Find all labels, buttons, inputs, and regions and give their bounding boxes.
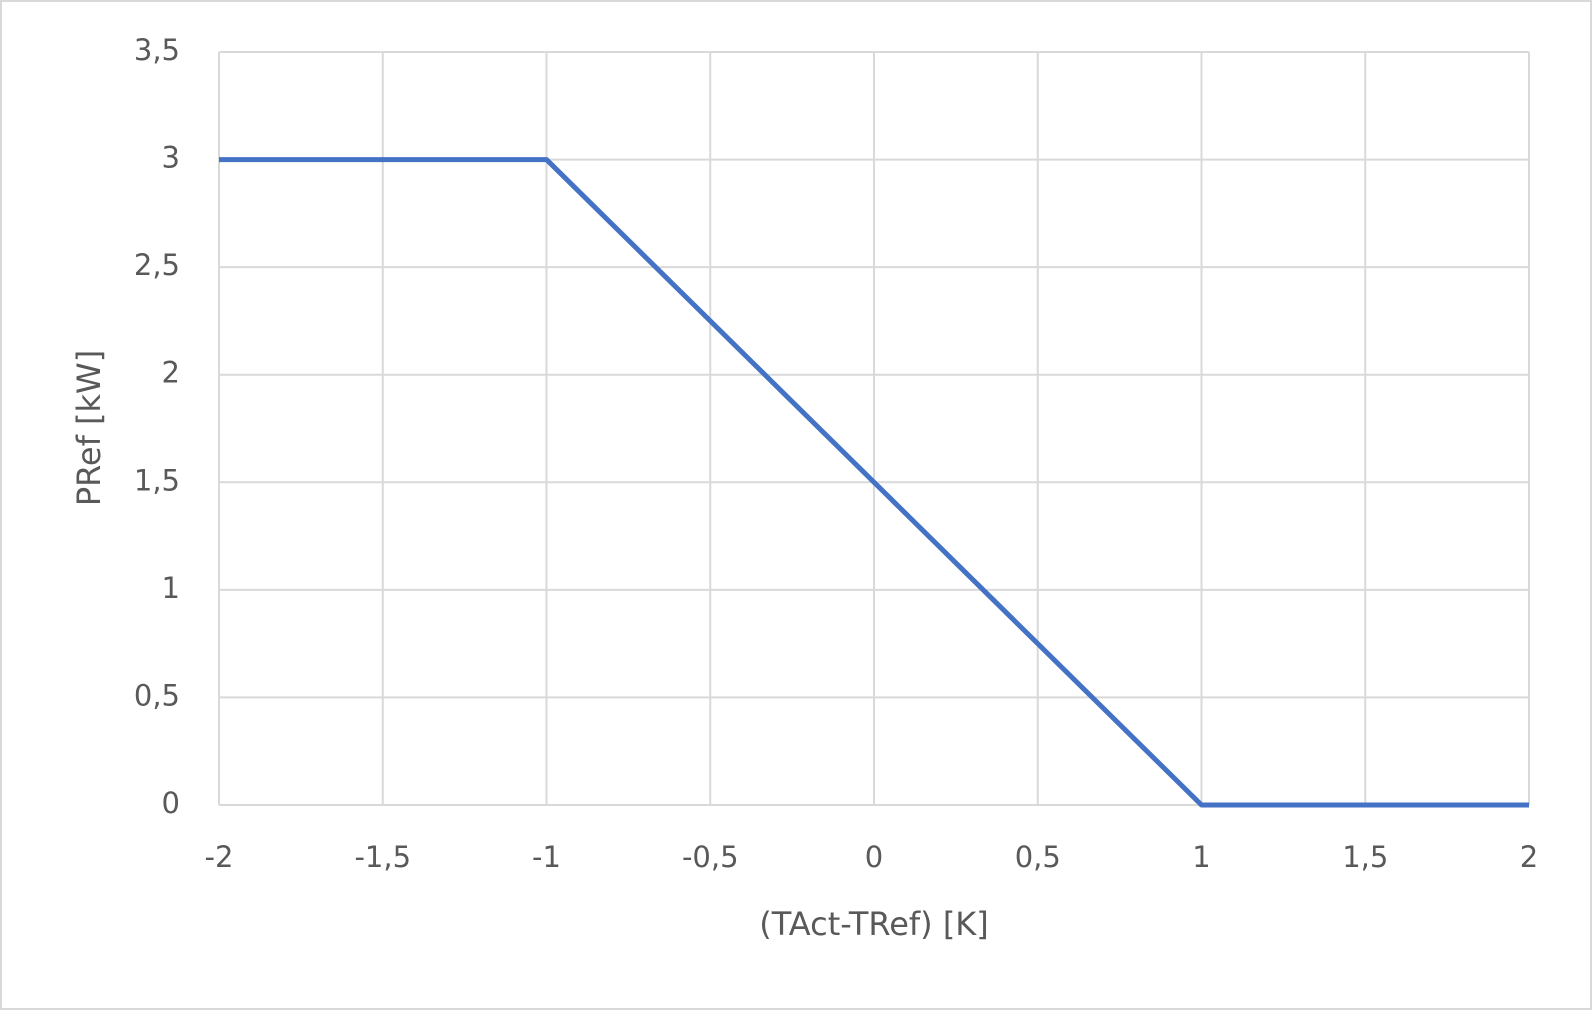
x-tick-label: 0,5 xyxy=(1015,840,1061,874)
y-tick-label: 2 xyxy=(162,356,180,390)
y-tick-label: 1,5 xyxy=(134,463,180,497)
y-tick-label: 0 xyxy=(162,786,180,820)
x-tick-label: -2 xyxy=(205,840,234,874)
x-tick-label: 2 xyxy=(1520,840,1538,874)
x-tick-label: -1,5 xyxy=(354,840,411,874)
x-tick-label: 0 xyxy=(865,840,883,874)
y-tick-label: 0,5 xyxy=(134,678,180,712)
y-tick-label: 3 xyxy=(162,141,180,175)
data-line xyxy=(219,157,1529,808)
x-axis-title: (TAct-TRef) [K] xyxy=(759,905,989,943)
x-tick-label: -1 xyxy=(532,840,561,874)
x-tick-label: -0,5 xyxy=(682,840,739,874)
x-tick-label: 1,5 xyxy=(1342,840,1388,874)
x-tick-label: 1 xyxy=(1192,840,1210,874)
y-tick-label: 3,5 xyxy=(134,33,180,67)
y-axis-title: PRef [kW] xyxy=(70,350,108,506)
y-tick-label: 1 xyxy=(162,571,180,605)
y-tick-label: 2,5 xyxy=(134,248,180,282)
